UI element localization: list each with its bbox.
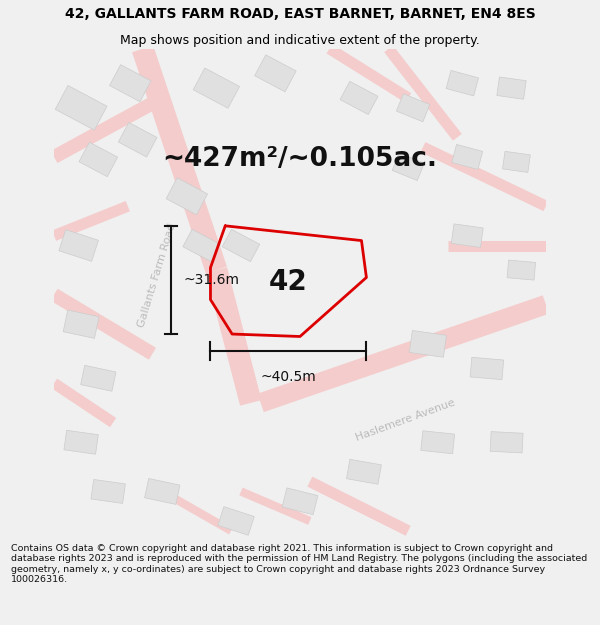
Polygon shape — [63, 310, 99, 338]
Polygon shape — [446, 71, 479, 96]
Polygon shape — [282, 488, 318, 515]
Polygon shape — [110, 64, 151, 102]
Polygon shape — [80, 366, 116, 391]
Polygon shape — [392, 153, 424, 181]
Polygon shape — [470, 357, 503, 379]
Polygon shape — [222, 229, 260, 262]
Text: Gallants Farm Road: Gallants Farm Road — [137, 222, 178, 328]
Polygon shape — [409, 331, 446, 357]
Text: 42: 42 — [268, 268, 307, 296]
Polygon shape — [346, 459, 382, 484]
Polygon shape — [254, 55, 296, 92]
Polygon shape — [59, 229, 98, 261]
Polygon shape — [452, 144, 483, 169]
Text: Contains OS data © Crown copyright and database right 2021. This information is : Contains OS data © Crown copyright and d… — [11, 544, 587, 584]
Polygon shape — [166, 177, 208, 215]
Text: Haslemere Avenue: Haslemere Avenue — [355, 398, 457, 442]
Text: Map shows position and indicative extent of the property.: Map shows position and indicative extent… — [120, 34, 480, 47]
Polygon shape — [507, 260, 536, 280]
Polygon shape — [218, 507, 254, 535]
Text: ~427m²/~0.105ac.: ~427m²/~0.105ac. — [163, 146, 437, 172]
Text: 42, GALLANTS FARM ROAD, EAST BARNET, BARNET, EN4 8ES: 42, GALLANTS FARM ROAD, EAST BARNET, BAR… — [65, 8, 535, 21]
Polygon shape — [503, 151, 530, 173]
Polygon shape — [55, 86, 107, 130]
Polygon shape — [490, 432, 523, 453]
Text: ~40.5m: ~40.5m — [260, 370, 316, 384]
Text: ~31.6m: ~31.6m — [184, 273, 239, 287]
Polygon shape — [340, 81, 378, 114]
Polygon shape — [145, 479, 180, 504]
Polygon shape — [79, 142, 118, 177]
Polygon shape — [397, 94, 430, 122]
Polygon shape — [421, 431, 455, 454]
Polygon shape — [64, 430, 98, 454]
Polygon shape — [451, 224, 483, 248]
Polygon shape — [118, 122, 157, 157]
Polygon shape — [193, 68, 239, 108]
Polygon shape — [497, 77, 526, 99]
Polygon shape — [91, 479, 125, 503]
Polygon shape — [183, 229, 220, 262]
